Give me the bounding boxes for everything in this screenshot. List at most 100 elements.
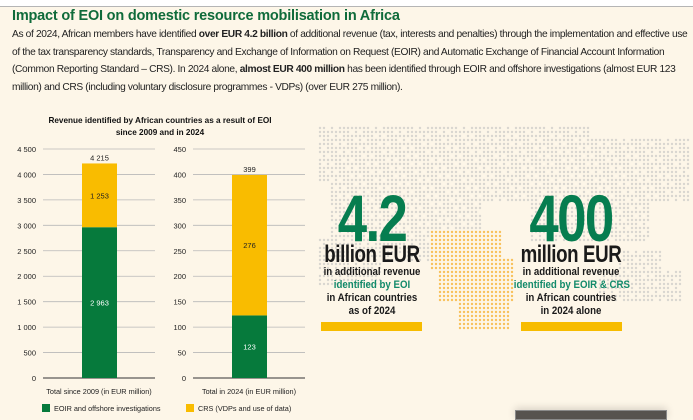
map-dot-africa bbox=[482, 274, 486, 278]
map-dot bbox=[538, 194, 542, 198]
map-dot-africa bbox=[454, 250, 458, 254]
map-dot-africa bbox=[482, 286, 486, 290]
map-dot bbox=[530, 214, 534, 218]
map-dot bbox=[518, 182, 522, 186]
map-dot-africa bbox=[506, 294, 510, 298]
map-dot-africa bbox=[482, 230, 486, 234]
map-dot bbox=[434, 162, 438, 166]
intro-paragraph: As of 2024, African members have identif… bbox=[12, 26, 692, 96]
map-dot bbox=[370, 266, 374, 270]
map-dot bbox=[678, 290, 682, 294]
map-dot bbox=[630, 202, 634, 206]
map-dot-africa bbox=[458, 246, 462, 250]
map-dot bbox=[598, 162, 602, 166]
map-dot bbox=[370, 222, 374, 226]
map-dot bbox=[626, 230, 630, 234]
map-dot bbox=[570, 138, 574, 142]
map-dot bbox=[422, 210, 426, 214]
map-dot bbox=[546, 238, 550, 242]
map-dot bbox=[502, 138, 506, 142]
map-dot bbox=[526, 182, 530, 186]
map-dot bbox=[654, 174, 658, 178]
map-dot bbox=[518, 178, 522, 182]
map-dot bbox=[398, 134, 402, 138]
map-dot bbox=[414, 206, 418, 210]
map-dot-africa bbox=[454, 230, 458, 234]
map-dot bbox=[426, 130, 430, 134]
map-dot bbox=[606, 222, 610, 226]
map-dot bbox=[538, 126, 542, 130]
map-dot bbox=[582, 142, 586, 146]
map-dot bbox=[374, 170, 378, 174]
map-dot bbox=[346, 162, 350, 166]
map-dot-africa bbox=[462, 262, 466, 266]
map-dot bbox=[358, 134, 362, 138]
map-dot bbox=[442, 194, 446, 198]
map-dot bbox=[422, 218, 426, 222]
map-dot-africa bbox=[486, 318, 490, 322]
map-dot bbox=[530, 230, 534, 234]
map-dot bbox=[486, 190, 490, 194]
map-dot bbox=[526, 186, 530, 190]
map-dot bbox=[430, 218, 434, 222]
map-dot bbox=[490, 142, 494, 146]
map-dot bbox=[462, 174, 466, 178]
map-dot bbox=[586, 138, 590, 142]
map-dot bbox=[586, 222, 590, 226]
map-dot bbox=[602, 142, 606, 146]
map-dot bbox=[542, 150, 546, 154]
map-dot-africa bbox=[462, 302, 466, 306]
map-dot bbox=[534, 162, 538, 166]
map-dot-africa bbox=[498, 286, 502, 290]
map-dot-africa bbox=[470, 254, 474, 258]
map-dot bbox=[630, 238, 634, 242]
intro-text: of additional revenue (tax, interests an… bbox=[12, 29, 688, 76]
map-dot bbox=[606, 166, 610, 170]
map-dot bbox=[402, 134, 406, 138]
map-dot bbox=[458, 206, 462, 210]
map-dot bbox=[606, 214, 610, 218]
map-dot bbox=[422, 158, 426, 162]
map-dot bbox=[550, 146, 554, 150]
map-dot bbox=[642, 178, 646, 182]
map-dot bbox=[666, 170, 670, 174]
map-dot bbox=[426, 182, 430, 186]
map-dot bbox=[406, 250, 410, 254]
map-dot bbox=[370, 194, 374, 198]
map-dot bbox=[438, 210, 442, 214]
map-dot bbox=[434, 174, 438, 178]
map-dot bbox=[478, 126, 482, 130]
map-dot bbox=[438, 206, 442, 210]
map-dot bbox=[346, 158, 350, 162]
map-dot bbox=[570, 226, 574, 230]
map-dot bbox=[602, 158, 606, 162]
map-dot bbox=[542, 202, 546, 206]
map-dot bbox=[418, 142, 422, 146]
map-dot bbox=[486, 158, 490, 162]
map-dot bbox=[602, 218, 606, 222]
map-dot bbox=[542, 154, 546, 158]
map-dot bbox=[598, 174, 602, 178]
map-dot bbox=[378, 178, 382, 182]
map-dot bbox=[634, 194, 638, 198]
map-dot bbox=[342, 146, 346, 150]
map-dot bbox=[522, 178, 526, 182]
map-dot bbox=[530, 190, 534, 194]
map-dot bbox=[466, 194, 470, 198]
map-dot bbox=[650, 170, 654, 174]
map-dot bbox=[590, 182, 594, 186]
map-dot bbox=[330, 186, 334, 190]
map-dot-africa bbox=[502, 302, 506, 306]
map-dot bbox=[622, 258, 626, 262]
map-dot bbox=[366, 258, 370, 262]
map-dot bbox=[474, 166, 478, 170]
map-dot bbox=[678, 166, 682, 170]
map-dot bbox=[598, 282, 602, 286]
map-dot bbox=[514, 174, 518, 178]
map-dot bbox=[366, 226, 370, 230]
map-dot bbox=[606, 174, 610, 178]
map-dot bbox=[454, 170, 458, 174]
map-dot bbox=[610, 190, 614, 194]
map-dot bbox=[338, 146, 342, 150]
